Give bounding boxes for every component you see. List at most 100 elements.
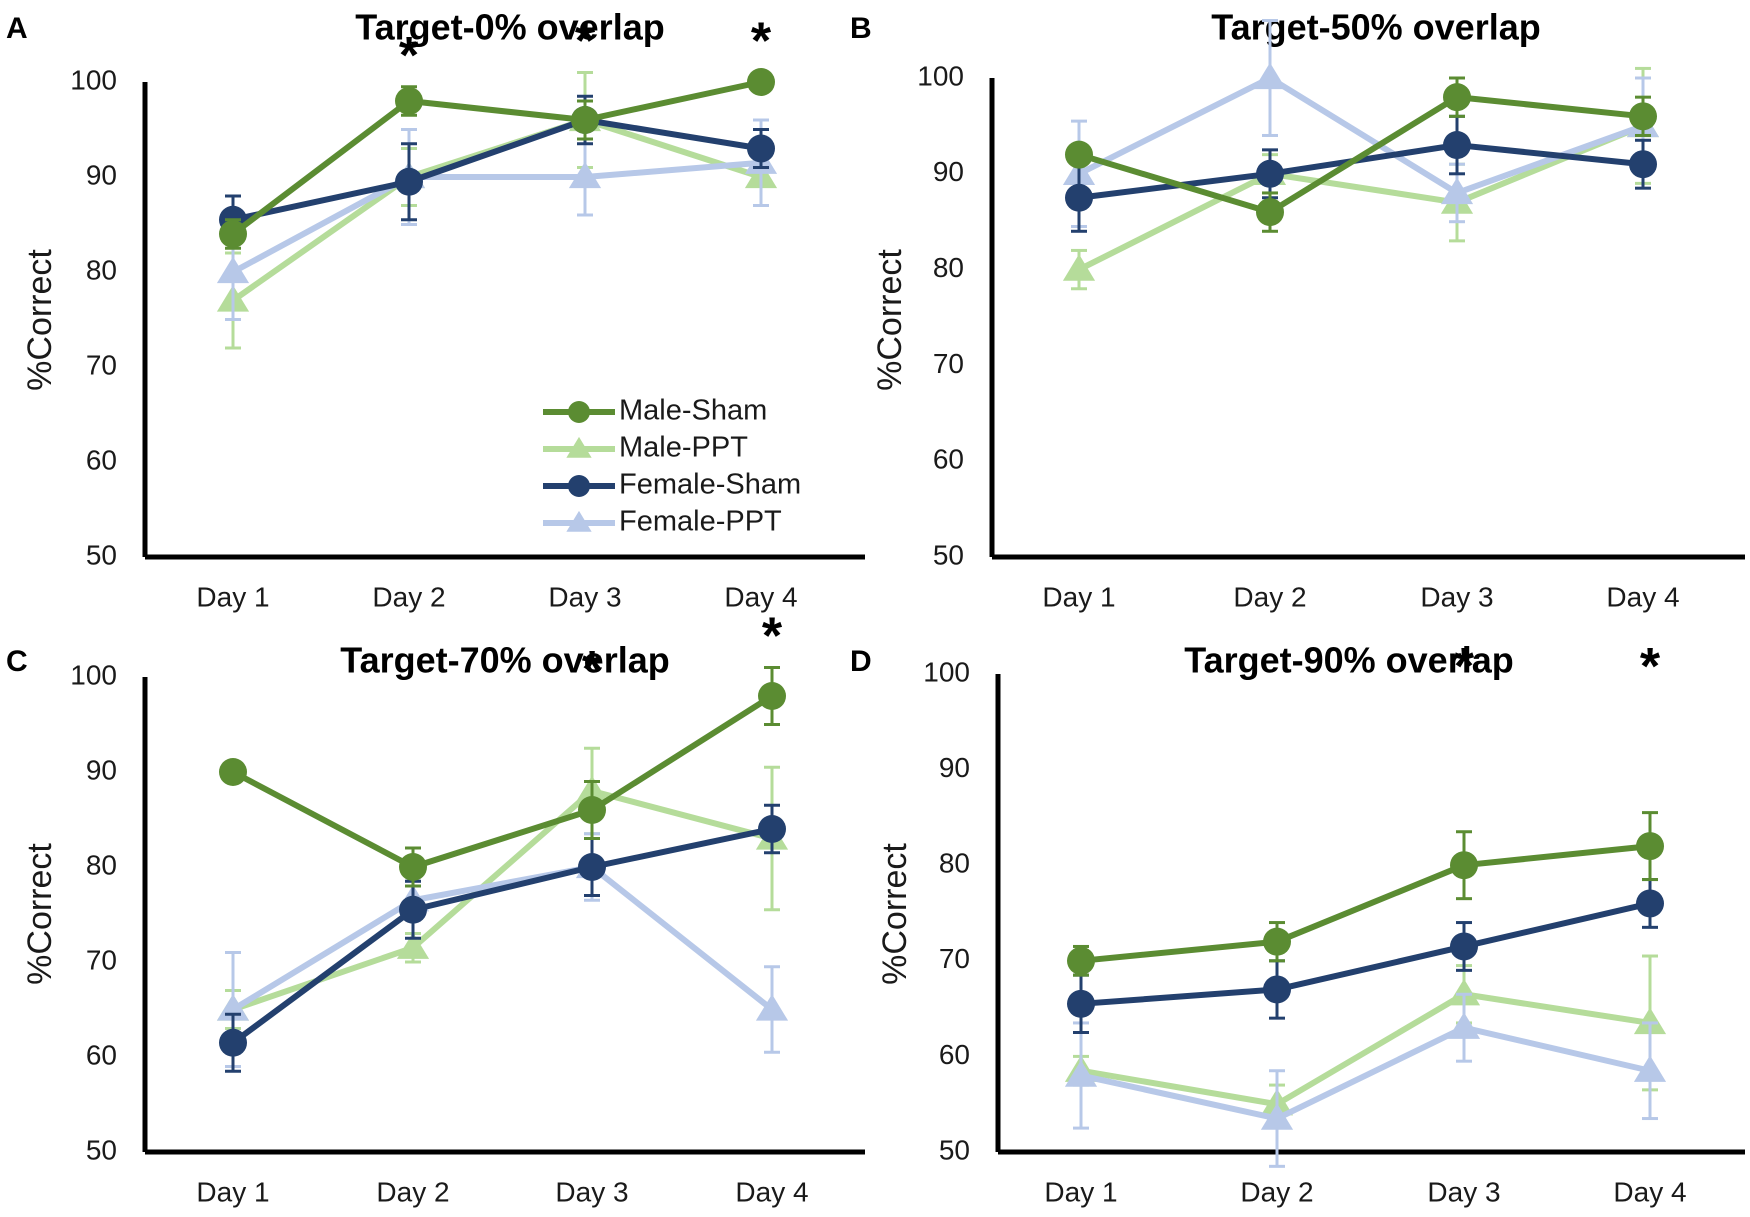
panel-b-female-sham-point-day-4	[1629, 150, 1657, 179]
legend-female-ppt-item: Female-PPT	[543, 506, 782, 538]
panel-c-ytick-100: 100	[70, 659, 117, 690]
panel-a-female-sham-series	[219, 94, 775, 245]
panel-a-male-sham-line	[231, 79, 762, 237]
panel-c-male-sham-point-day-2	[399, 853, 427, 881]
panel-d-female-sham-point-day-1	[1067, 989, 1095, 1018]
panel-b-ylabel: %Correct	[871, 249, 909, 391]
panel-a-significance-star-day-2: *	[399, 27, 420, 85]
legend-female-sham-swatch-marker	[568, 475, 590, 497]
panel-d-female-sham-line	[1080, 900, 1651, 1007]
panel-c-female-sham-series	[219, 803, 786, 1073]
panel-b-ytick-60: 60	[933, 444, 964, 475]
panel-a-xtick-day-1: Day 1	[196, 581, 269, 612]
panel-d-male-sham-series	[1067, 811, 1664, 977]
panel-a-male-sham-point-day-4	[747, 68, 775, 96]
panel-d-significance-star-day-3: *	[1454, 638, 1475, 696]
panel-a-significance-star-day-4: *	[751, 13, 772, 71]
panel-d-female-ppt-point-day-2	[1260, 1103, 1294, 1130]
panel-b-letter: B	[850, 12, 872, 45]
panel-d-male-sham-point-day-3	[1450, 851, 1478, 880]
panel-a-male-sham-point-day-1	[219, 220, 247, 248]
legend-female-sham-item: Female-Sham	[543, 469, 801, 501]
panel-a-female-ppt-point-day-3	[568, 161, 602, 189]
panel-b-xtick-day-3: Day 3	[1420, 581, 1493, 612]
panel-b: B Target-50% overlap 50 60 70 80 90 100 Day 1 Day…	[850, 7, 1745, 612]
panel-b-title: Target-50% overlap	[1211, 7, 1540, 48]
panel-c-xtick-day-4: Day 4	[735, 1176, 808, 1207]
panel-b-female-ppt-point-day-3	[1440, 177, 1474, 205]
panel-d: D Target-90% overlap 50 60 70 80 90 100 Day 1 Day…	[850, 638, 1745, 1207]
panel-b-ytick-70: 70	[933, 348, 964, 379]
panel-d-female-sham-point-day-4	[1636, 889, 1664, 918]
panel-a-female-sham-line	[232, 117, 762, 223]
panel-a-ylabel: %Correct	[21, 249, 59, 391]
panel-d-male-sham-point-day-1	[1067, 946, 1095, 975]
panel-a: A Target-0% overlap 50 60 70 80 90 100 Day 1 Day …	[6, 7, 865, 612]
panel-a-ytick-90: 90	[86, 159, 117, 190]
panel-a-male-sham-series	[219, 68, 775, 250]
panel-c-xtick-day-1: Day 1	[196, 1176, 269, 1207]
panel-d-female-ppt-point-day-4	[1633, 1055, 1667, 1082]
panel-a-ytick-70: 70	[86, 349, 117, 380]
panel-d-title: Target-90% overlap	[1184, 640, 1513, 681]
panel-a-ytick-80: 80	[86, 254, 117, 285]
panel-d-female-sham-point-day-3	[1450, 932, 1478, 961]
legend-male-ppt-item: Male-PPT	[543, 432, 748, 464]
panel-d-female-ppt-point-day-3	[1447, 1012, 1481, 1039]
panel-a-female-ppt-line	[231, 159, 762, 275]
panel-a-significance-star-day-3: *	[575, 13, 596, 71]
panel-b-ytick-100: 100	[917, 60, 964, 91]
panel-b-ytick-50: 50	[933, 539, 964, 570]
panel-c-male-ppt-line	[232, 788, 773, 1013]
panel-c-female-ppt-point-day-1	[216, 994, 250, 1021]
panel-c-xtick-day-3: Day 3	[555, 1176, 628, 1207]
panel-d-male-ppt-line	[1080, 991, 1651, 1108]
panel-d-ytick-80: 80	[939, 848, 970, 879]
panel-d-male-sham-point-day-4	[1636, 832, 1664, 861]
panel-c-ylabel: %Correct	[21, 843, 59, 985]
panel-c-male-sham-line	[231, 693, 774, 870]
panel-d-female-sham-point-day-2	[1263, 975, 1291, 1004]
panel-d-ytick-60: 60	[939, 1039, 970, 1070]
panel-d-male-ppt-series	[1064, 954, 1667, 1125]
panel-b-xtick-day-1: Day 1	[1042, 581, 1115, 612]
panel-d-xtick-day-3: Day 3	[1427, 1176, 1500, 1207]
panel-a-title: Target-0% overlap	[355, 7, 664, 48]
panel-d-female-ppt-line	[1080, 1024, 1651, 1122]
panel-a-xtick-day-3: Day 3	[548, 581, 621, 612]
panel-a-ytick-60: 60	[86, 444, 117, 475]
panel-c-letter: C	[6, 645, 28, 678]
panel-b-male-sham-point-day-2	[1256, 198, 1284, 227]
panel-c-ytick-70: 70	[86, 944, 117, 975]
panel-a-ytick-50: 50	[86, 539, 117, 570]
panel-d-male-ppt-point-day-3	[1447, 978, 1481, 1006]
legend-male-sham-label: Male-Sham	[619, 395, 767, 427]
panel-c-male-ppt-point-day-2	[396, 932, 430, 959]
panel-a-female-sham-point-day-4	[747, 134, 775, 163]
panel-d-xtick-day-1: Day 1	[1044, 1176, 1117, 1207]
panel-d-female-ppt-series	[1064, 992, 1667, 1168]
panel-b-female-sham-point-day-2	[1256, 159, 1284, 188]
panel-b-male-sham-line	[1078, 94, 1644, 216]
panel-d-ytick-100: 100	[923, 656, 970, 687]
panel-d-male-sham-line	[1080, 843, 1651, 964]
panel-d-ytick-50: 50	[939, 1134, 970, 1165]
panel-a-male-sham-point-day-3	[571, 106, 599, 134]
panel-a-female-ppt-point-day-1	[216, 256, 250, 284]
panel-d-ylabel: %Correct	[876, 843, 914, 985]
panel-c-female-sham-point-day-2	[399, 895, 427, 924]
panel-d-ytick-70: 70	[939, 943, 970, 974]
panel-c-ytick-90: 90	[86, 754, 117, 785]
panel-a-letter: A	[6, 12, 28, 45]
legend-male-sham-item: Male-Sham	[543, 395, 767, 427]
panel-d-female-ppt-point-day-1	[1064, 1060, 1098, 1087]
legend-female-ppt-swatch-marker	[566, 510, 592, 532]
panel-a-male-sham-point-day-2	[395, 87, 423, 115]
panel-b-male-sham-point-day-3	[1443, 83, 1471, 112]
panel-c-ytick-80: 80	[86, 849, 117, 880]
legend-female-sham-label: Female-Sham	[619, 469, 801, 501]
panel-d-male-ppt-point-day-4	[1633, 1007, 1667, 1035]
panel-d-significance-star-day-4: *	[1640, 638, 1661, 696]
panel-c-female-sham-line	[231, 826, 773, 1046]
